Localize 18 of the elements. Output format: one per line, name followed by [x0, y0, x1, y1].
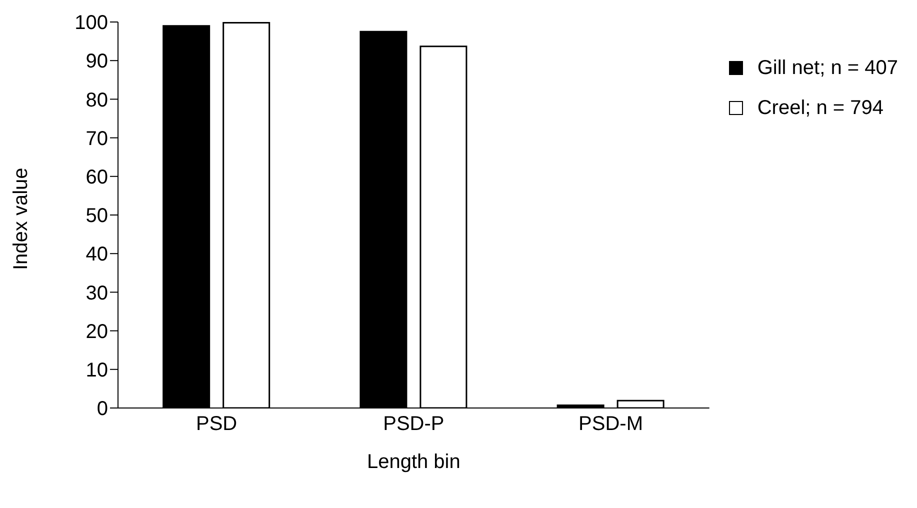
- x-tick-label: PSD-M: [578, 413, 644, 436]
- x-tick-label: PSD: [196, 413, 238, 436]
- y-axis-title: Index value: [10, 168, 32, 270]
- x-tick-label: PSD-P: [383, 413, 444, 436]
- y-tick-label: 0: [96, 398, 108, 420]
- y-tick-label: 20: [86, 320, 108, 343]
- y-tick-label: 60: [86, 166, 108, 188]
- y-tick-label: 70: [86, 128, 108, 150]
- legend-label: Creel; n = 794: [757, 96, 884, 121]
- y-tick-label: 80: [86, 89, 108, 112]
- x-axis-title: Length bin: [366, 451, 460, 473]
- y-tick-label: 90: [86, 50, 108, 73]
- y-tick-label: 30: [86, 282, 108, 304]
- legend-label: Gill net; n = 407: [757, 56, 898, 81]
- y-tick-label: 40: [86, 244, 108, 266]
- y-tick-label: 10: [86, 360, 108, 382]
- y-tick-label: 100: [74, 12, 108, 34]
- y-tick-label: 50: [86, 205, 108, 228]
